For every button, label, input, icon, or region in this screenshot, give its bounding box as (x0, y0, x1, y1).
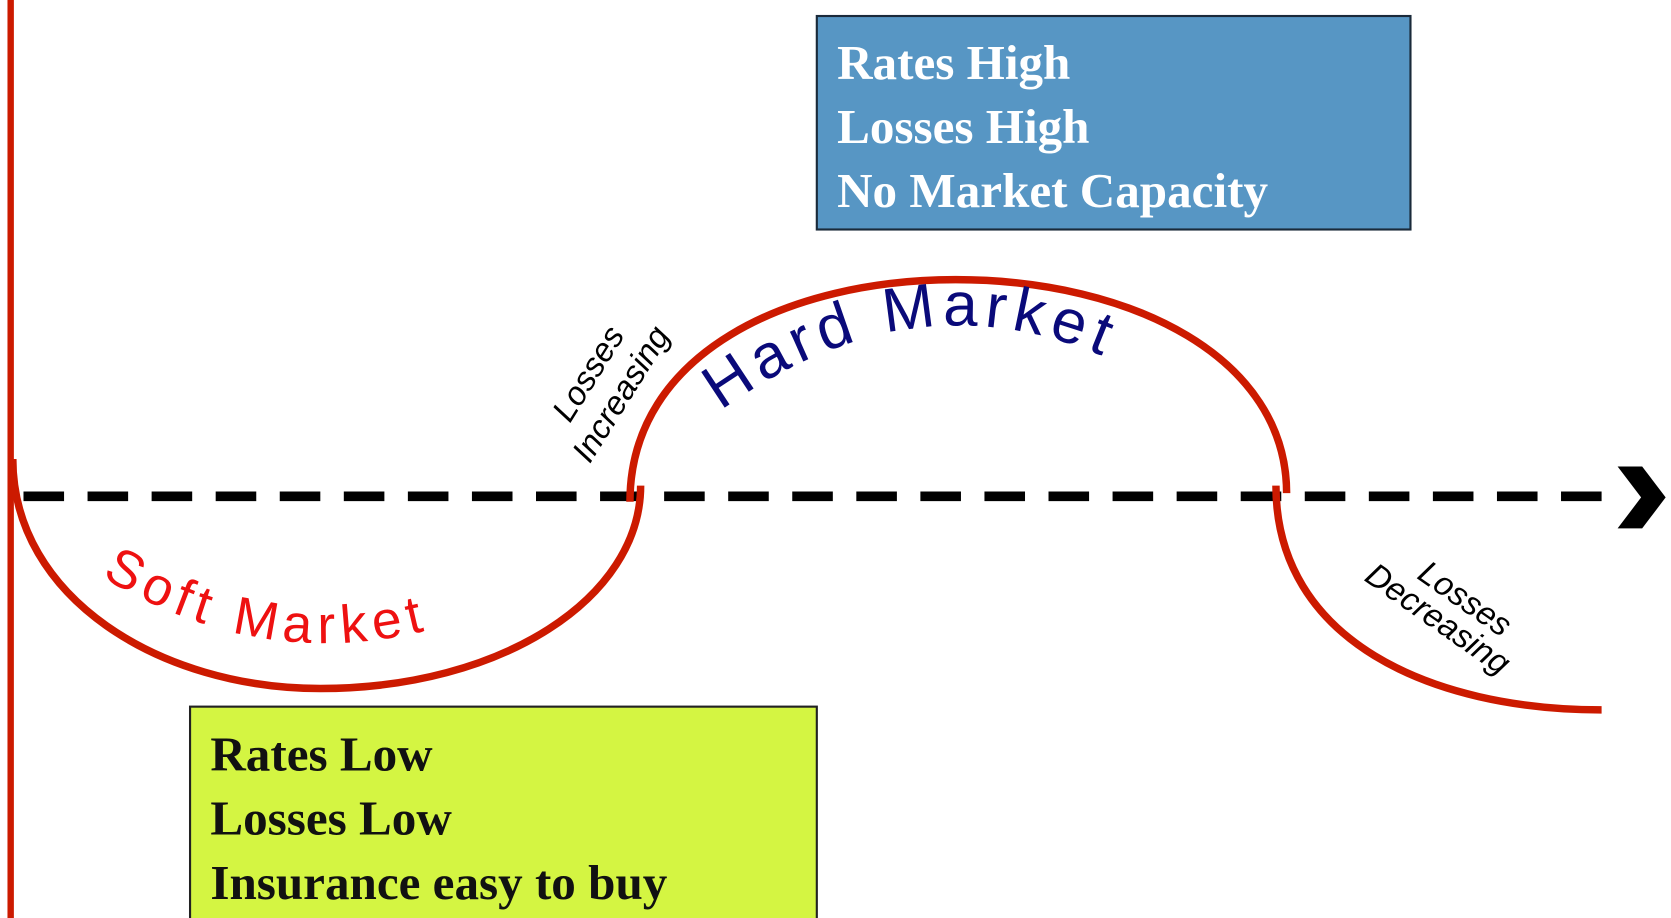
soft-curve (9, 458, 645, 693)
hard-box-line: No Market Capacity (837, 163, 1268, 218)
hard-curve (626, 275, 1291, 502)
soft-box-line: Rates Low (210, 727, 433, 782)
hard-label: Hard Market (690, 270, 1128, 422)
soft-box-line: Losses Low (210, 791, 452, 846)
hard-box-line: Losses High (837, 99, 1089, 154)
hard-box (815, 14, 1412, 231)
soft-label: Soft Market (95, 536, 433, 656)
increasing-label: Losses Increasing (545, 319, 678, 469)
hard-box-line: Rates High (837, 35, 1070, 90)
decline-curve (1272, 485, 1602, 714)
arrow-head (1617, 466, 1666, 529)
soft-box (188, 705, 818, 918)
hard-label-path: Hard Market (690, 270, 1122, 422)
soft-box-line: Insurance easy to buy (210, 855, 667, 910)
soft-label-path: Soft Market (95, 536, 427, 656)
